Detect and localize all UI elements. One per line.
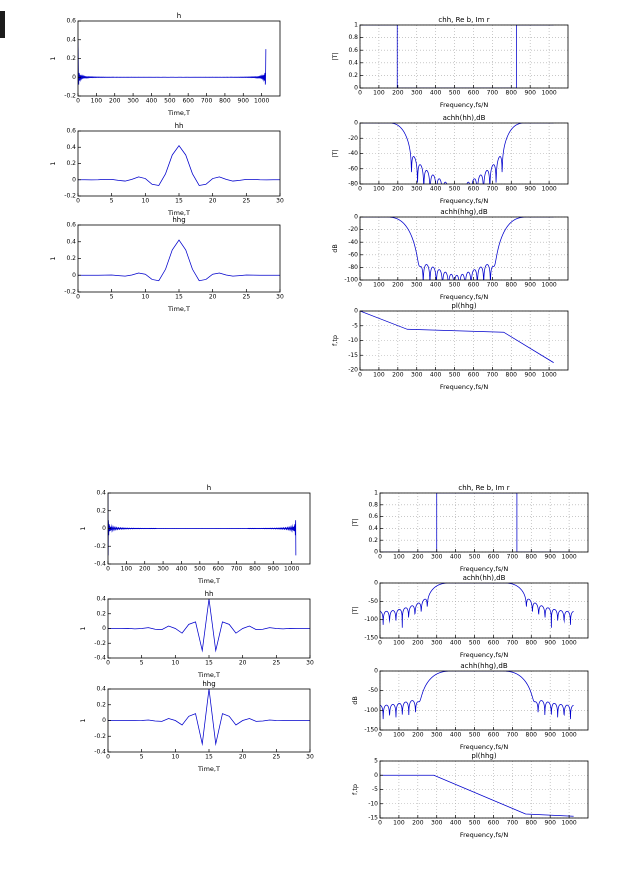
subplot-fig2-phase [350,750,596,840]
subplot-fig1-phase [330,300,576,392]
subplot-fig2-magnitude-hhg [350,660,596,752]
subplot-fig1-ideal-response [330,14,576,110]
subplot-fig1-hhg [48,214,288,314]
subplot-fig2-hhg [78,678,318,774]
subplot-fig1-magnitude-hh [330,112,576,206]
screen-edge-artifact [0,11,5,38]
subplot-fig1-magnitude-hhg [330,206,576,302]
subplot-fig1-h [48,10,288,118]
subplot-fig2-magnitude-hh [350,572,596,660]
subplot-fig1-hh [48,120,288,218]
subplot-fig2-hh [78,588,318,680]
subplot-fig2-ideal-response [350,482,596,574]
subplot-fig2-h [78,482,318,586]
